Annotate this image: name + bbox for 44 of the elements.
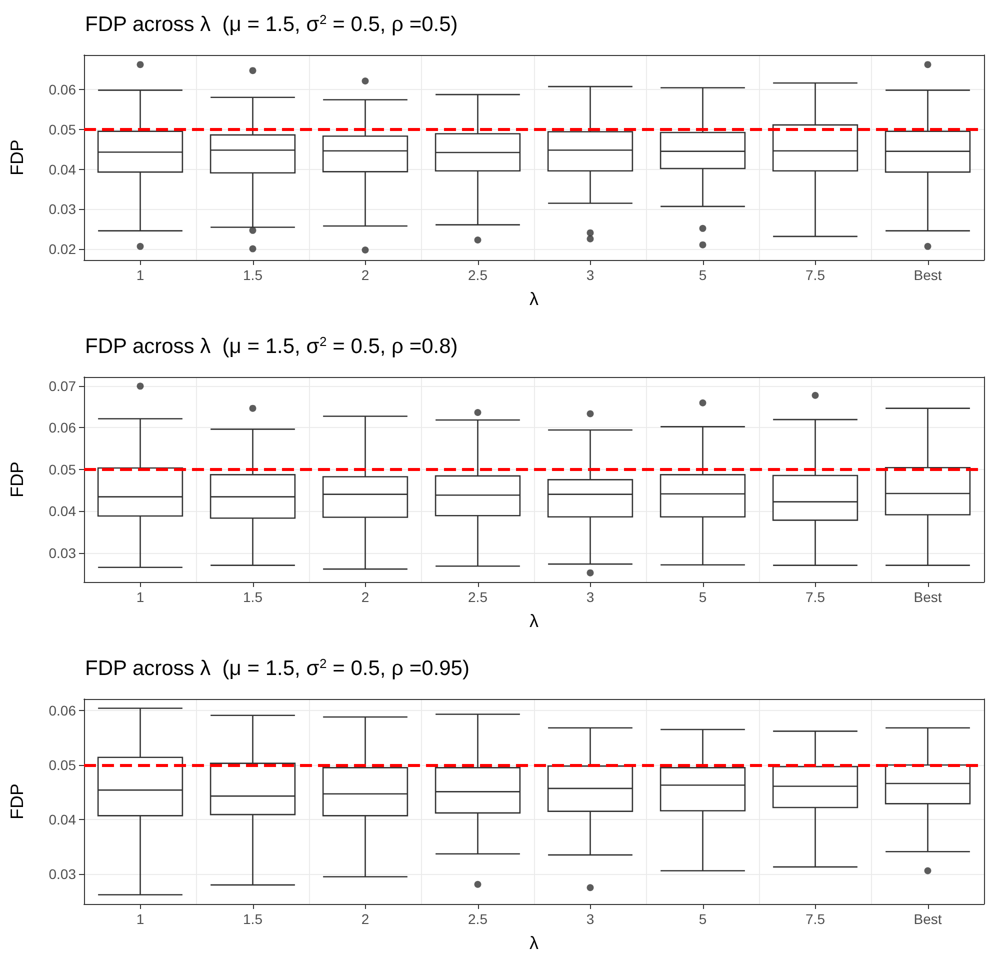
- y-tick-label: 0.06: [48, 702, 76, 718]
- x-tick-label: 7.5: [806, 589, 826, 605]
- y-tick-label: 0.03: [48, 866, 76, 882]
- x-tick-label: 3: [586, 267, 594, 283]
- y-tick-label: 0.03: [48, 201, 76, 218]
- x-tick-label: 1.5: [243, 911, 263, 927]
- x-tick-label: 2: [361, 911, 370, 927]
- x-tick-label: 1.5: [243, 267, 263, 283]
- y-tick-label: 0.06: [48, 81, 76, 98]
- y-tick-label: 0.04: [48, 811, 76, 828]
- x-axis-title: λ: [530, 289, 538, 309]
- x-axis-title: λ: [530, 933, 538, 953]
- y-tick-label: 0.05: [48, 461, 76, 478]
- y-tick-label: 0.03: [48, 544, 76, 561]
- x-tick-label: 7.5: [806, 267, 826, 283]
- y-axis-title: FDP: [7, 140, 27, 176]
- y-tick-label: 0.05: [48, 756, 76, 773]
- x-tick-label: 7.5: [806, 911, 826, 927]
- x-tick-label: 3: [586, 589, 594, 605]
- x-tick-label: 5: [698, 911, 707, 927]
- y-tick-label: 0.05: [48, 121, 76, 138]
- x-tick-label: 1.5: [243, 589, 263, 605]
- x-tick-label: 2: [361, 267, 370, 283]
- x-tick-label: 1: [136, 589, 144, 605]
- x-tick-label: 2: [361, 589, 370, 605]
- x-tick-label: 2.5: [468, 267, 488, 283]
- y-tick-label: 0.06: [48, 420, 76, 436]
- x-tick-label: 2.5: [468, 911, 488, 927]
- y-axis-title: FDP: [7, 784, 27, 820]
- x-tick-label: 1: [136, 267, 144, 283]
- x-tick-label: 3: [586, 911, 594, 927]
- y-tick-label: 0.02: [48, 241, 76, 258]
- x-tick-label: 1: [136, 911, 144, 927]
- y-tick-label: 0.07: [48, 378, 76, 394]
- x-tick-label: 2.5: [468, 589, 488, 605]
- y-tick-label: 0.04: [48, 161, 76, 178]
- y-tick-label: 0.04: [48, 503, 76, 520]
- x-axis-title: λ: [530, 611, 538, 631]
- x-tick-label: Best: [914, 911, 942, 927]
- x-tick-label: 5: [698, 589, 707, 605]
- x-tick-label: 5: [698, 267, 707, 283]
- x-tick-label: Best: [914, 267, 942, 283]
- y-axis-title: FDP: [7, 462, 27, 498]
- x-tick-label: Best: [914, 589, 942, 605]
